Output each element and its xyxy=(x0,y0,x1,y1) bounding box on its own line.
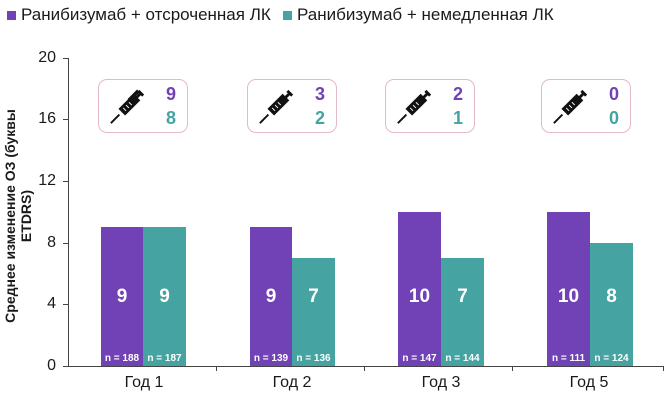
bar-deferred: 9 n = 139 xyxy=(250,227,292,366)
bar-value: 10 xyxy=(557,286,580,307)
legend-swatch-deferred xyxy=(7,10,16,20)
syringe-icon xyxy=(259,89,294,124)
y-tick xyxy=(63,243,68,244)
injection-count-immediate: 0 xyxy=(608,108,619,128)
bar-deferred: 10 n = 147 xyxy=(398,212,441,366)
legend-swatch-immediate xyxy=(283,10,292,20)
legend-item-deferred: Ранибизумаб + отсроченная ЛК xyxy=(7,5,271,25)
bar-immediate: 7 n = 144 xyxy=(441,258,484,366)
x-axis-line xyxy=(68,366,664,367)
y-tick-label: 4 xyxy=(47,295,56,312)
x-category-label: Год 2 xyxy=(272,374,312,391)
y-tick xyxy=(63,58,68,59)
bar-value: 8 xyxy=(606,286,617,307)
bar-n-label: n = 144 xyxy=(445,353,480,364)
bar-immediate: 9 n = 187 xyxy=(143,227,186,366)
injection-count-box: 0 0 xyxy=(541,79,631,133)
y-axis-line xyxy=(68,58,69,367)
x-tick xyxy=(216,366,217,371)
x-category-label: Год 1 xyxy=(124,374,164,391)
bar-value: 9 xyxy=(265,286,277,307)
bar-n-label: n = 136 xyxy=(296,353,331,364)
bar-n-label: n = 187 xyxy=(147,353,182,364)
syringe-icon xyxy=(397,89,432,124)
x-tick xyxy=(663,366,664,371)
bar-value: 7 xyxy=(308,286,319,307)
bar-value: 10 xyxy=(408,286,431,307)
chart-legend: Ранибизумаб + отсроченная ЛК Ранибизумаб… xyxy=(0,2,672,30)
bar-n-label: n = 139 xyxy=(253,353,289,364)
x-tick xyxy=(364,366,365,371)
y-tick xyxy=(63,304,68,305)
y-tick-label: 8 xyxy=(47,234,56,251)
y-tick xyxy=(63,119,68,120)
bar-value: 9 xyxy=(159,286,170,307)
injection-count-immediate: 2 xyxy=(314,108,325,128)
injection-count-deferred: 0 xyxy=(608,84,619,104)
bar-immediate: 7 n = 136 xyxy=(292,258,335,366)
injection-count-immediate: 1 xyxy=(452,108,463,128)
legend-label-deferred: Ранибизумаб + отсроченная ЛК xyxy=(21,5,271,24)
bar-n-label: n = 111 xyxy=(551,353,586,364)
legend-item-immediate: Ранибизумаб + немедленная ЛК xyxy=(283,5,554,25)
bar-n-label: n = 124 xyxy=(594,353,629,364)
y-tick-label: 0 xyxy=(47,357,56,374)
y-tick-label: 20 xyxy=(38,49,56,66)
x-category-label: Год 3 xyxy=(421,374,461,391)
bar-n-label: n = 188 xyxy=(104,353,140,364)
syringe-icon xyxy=(553,89,588,124)
y-tick xyxy=(63,366,68,367)
injection-count-box: 2 1 xyxy=(385,79,475,133)
bar-deferred: 10 n = 111 xyxy=(547,212,590,366)
bar-value: 7 xyxy=(457,286,468,307)
bar-n-label: n = 147 xyxy=(402,353,437,364)
bar-deferred: 9 n = 188 xyxy=(101,227,143,366)
bar-immediate: 8 n = 124 xyxy=(590,243,633,366)
y-tick xyxy=(63,181,68,182)
syringe-icon xyxy=(110,89,145,124)
injection-count-deferred: 3 xyxy=(314,84,325,104)
legend-label-immediate: Ранибизумаб + немедленная ЛК xyxy=(297,5,554,24)
injection-count-box: 9 8 xyxy=(98,79,188,133)
y-tick-label: 12 xyxy=(38,172,56,189)
bar-value: 9 xyxy=(116,286,128,307)
injection-count-deferred: 9 xyxy=(165,84,176,104)
x-tick xyxy=(512,366,513,371)
injection-count-deferred: 2 xyxy=(452,84,463,104)
x-category-label: Год 5 xyxy=(569,374,609,391)
injection-count-immediate: 8 xyxy=(165,108,176,128)
y-tick-label: 16 xyxy=(38,110,56,127)
injection-count-box: 3 2 xyxy=(247,79,337,133)
